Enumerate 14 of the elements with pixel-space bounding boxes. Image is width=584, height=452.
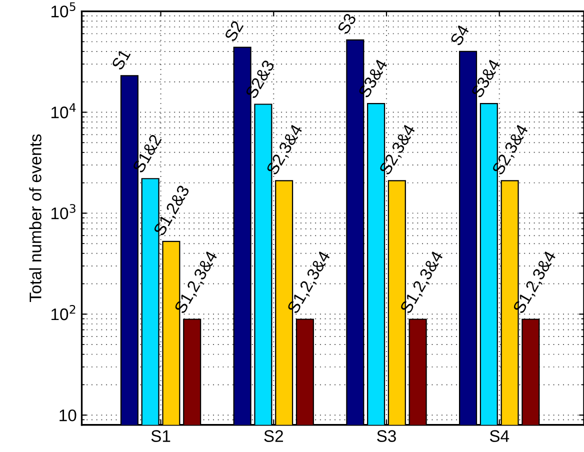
data-label: S4 — [450, 24, 470, 46]
x-tick-label: S1 — [151, 430, 170, 442]
y-tick-label: 10$^{3}$ — [52, 204, 76, 220]
y-tick-label: 10$^{5}$ — [52, 2, 76, 18]
y-tick-label: 10$^{4}$ — [52, 103, 76, 118]
x-tick-label: S3 — [377, 430, 396, 442]
data-label: S1 — [111, 48, 131, 71]
y-axis-title: Total number of events — [29, 134, 42, 302]
data-label: S3 — [336, 12, 357, 35]
y-tick-label: 10 — [60, 410, 76, 422]
x-tick-label: S4 — [490, 430, 510, 442]
y-tick-label: 10$^{2}$ — [52, 305, 76, 320]
x-tick-label: S2 — [264, 430, 283, 442]
data-label: S2 — [224, 20, 244, 42]
